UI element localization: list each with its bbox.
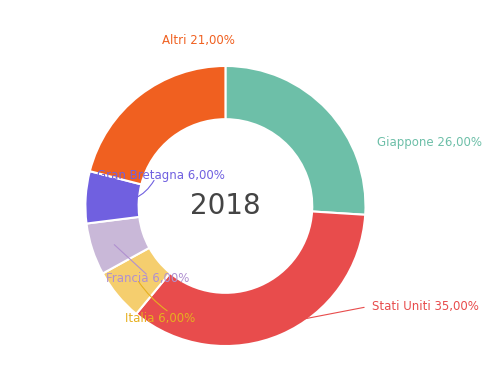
Text: Giappone 26,00%: Giappone 26,00% (377, 136, 482, 149)
Wedge shape (103, 248, 170, 314)
Text: Francia 6,00%: Francia 6,00% (106, 272, 190, 285)
Text: Stati Uniti 35,00%: Stati Uniti 35,00% (372, 300, 479, 313)
Wedge shape (136, 212, 365, 346)
Wedge shape (87, 217, 150, 273)
Text: Altri 21,00%: Altri 21,00% (162, 34, 235, 47)
Text: 2018: 2018 (190, 192, 261, 220)
Wedge shape (86, 171, 141, 224)
Text: Gran Bretagna 6,00%: Gran Bretagna 6,00% (96, 169, 224, 182)
Wedge shape (225, 66, 366, 215)
Text: Italia 6,00%: Italia 6,00% (124, 312, 195, 325)
Wedge shape (90, 66, 225, 185)
